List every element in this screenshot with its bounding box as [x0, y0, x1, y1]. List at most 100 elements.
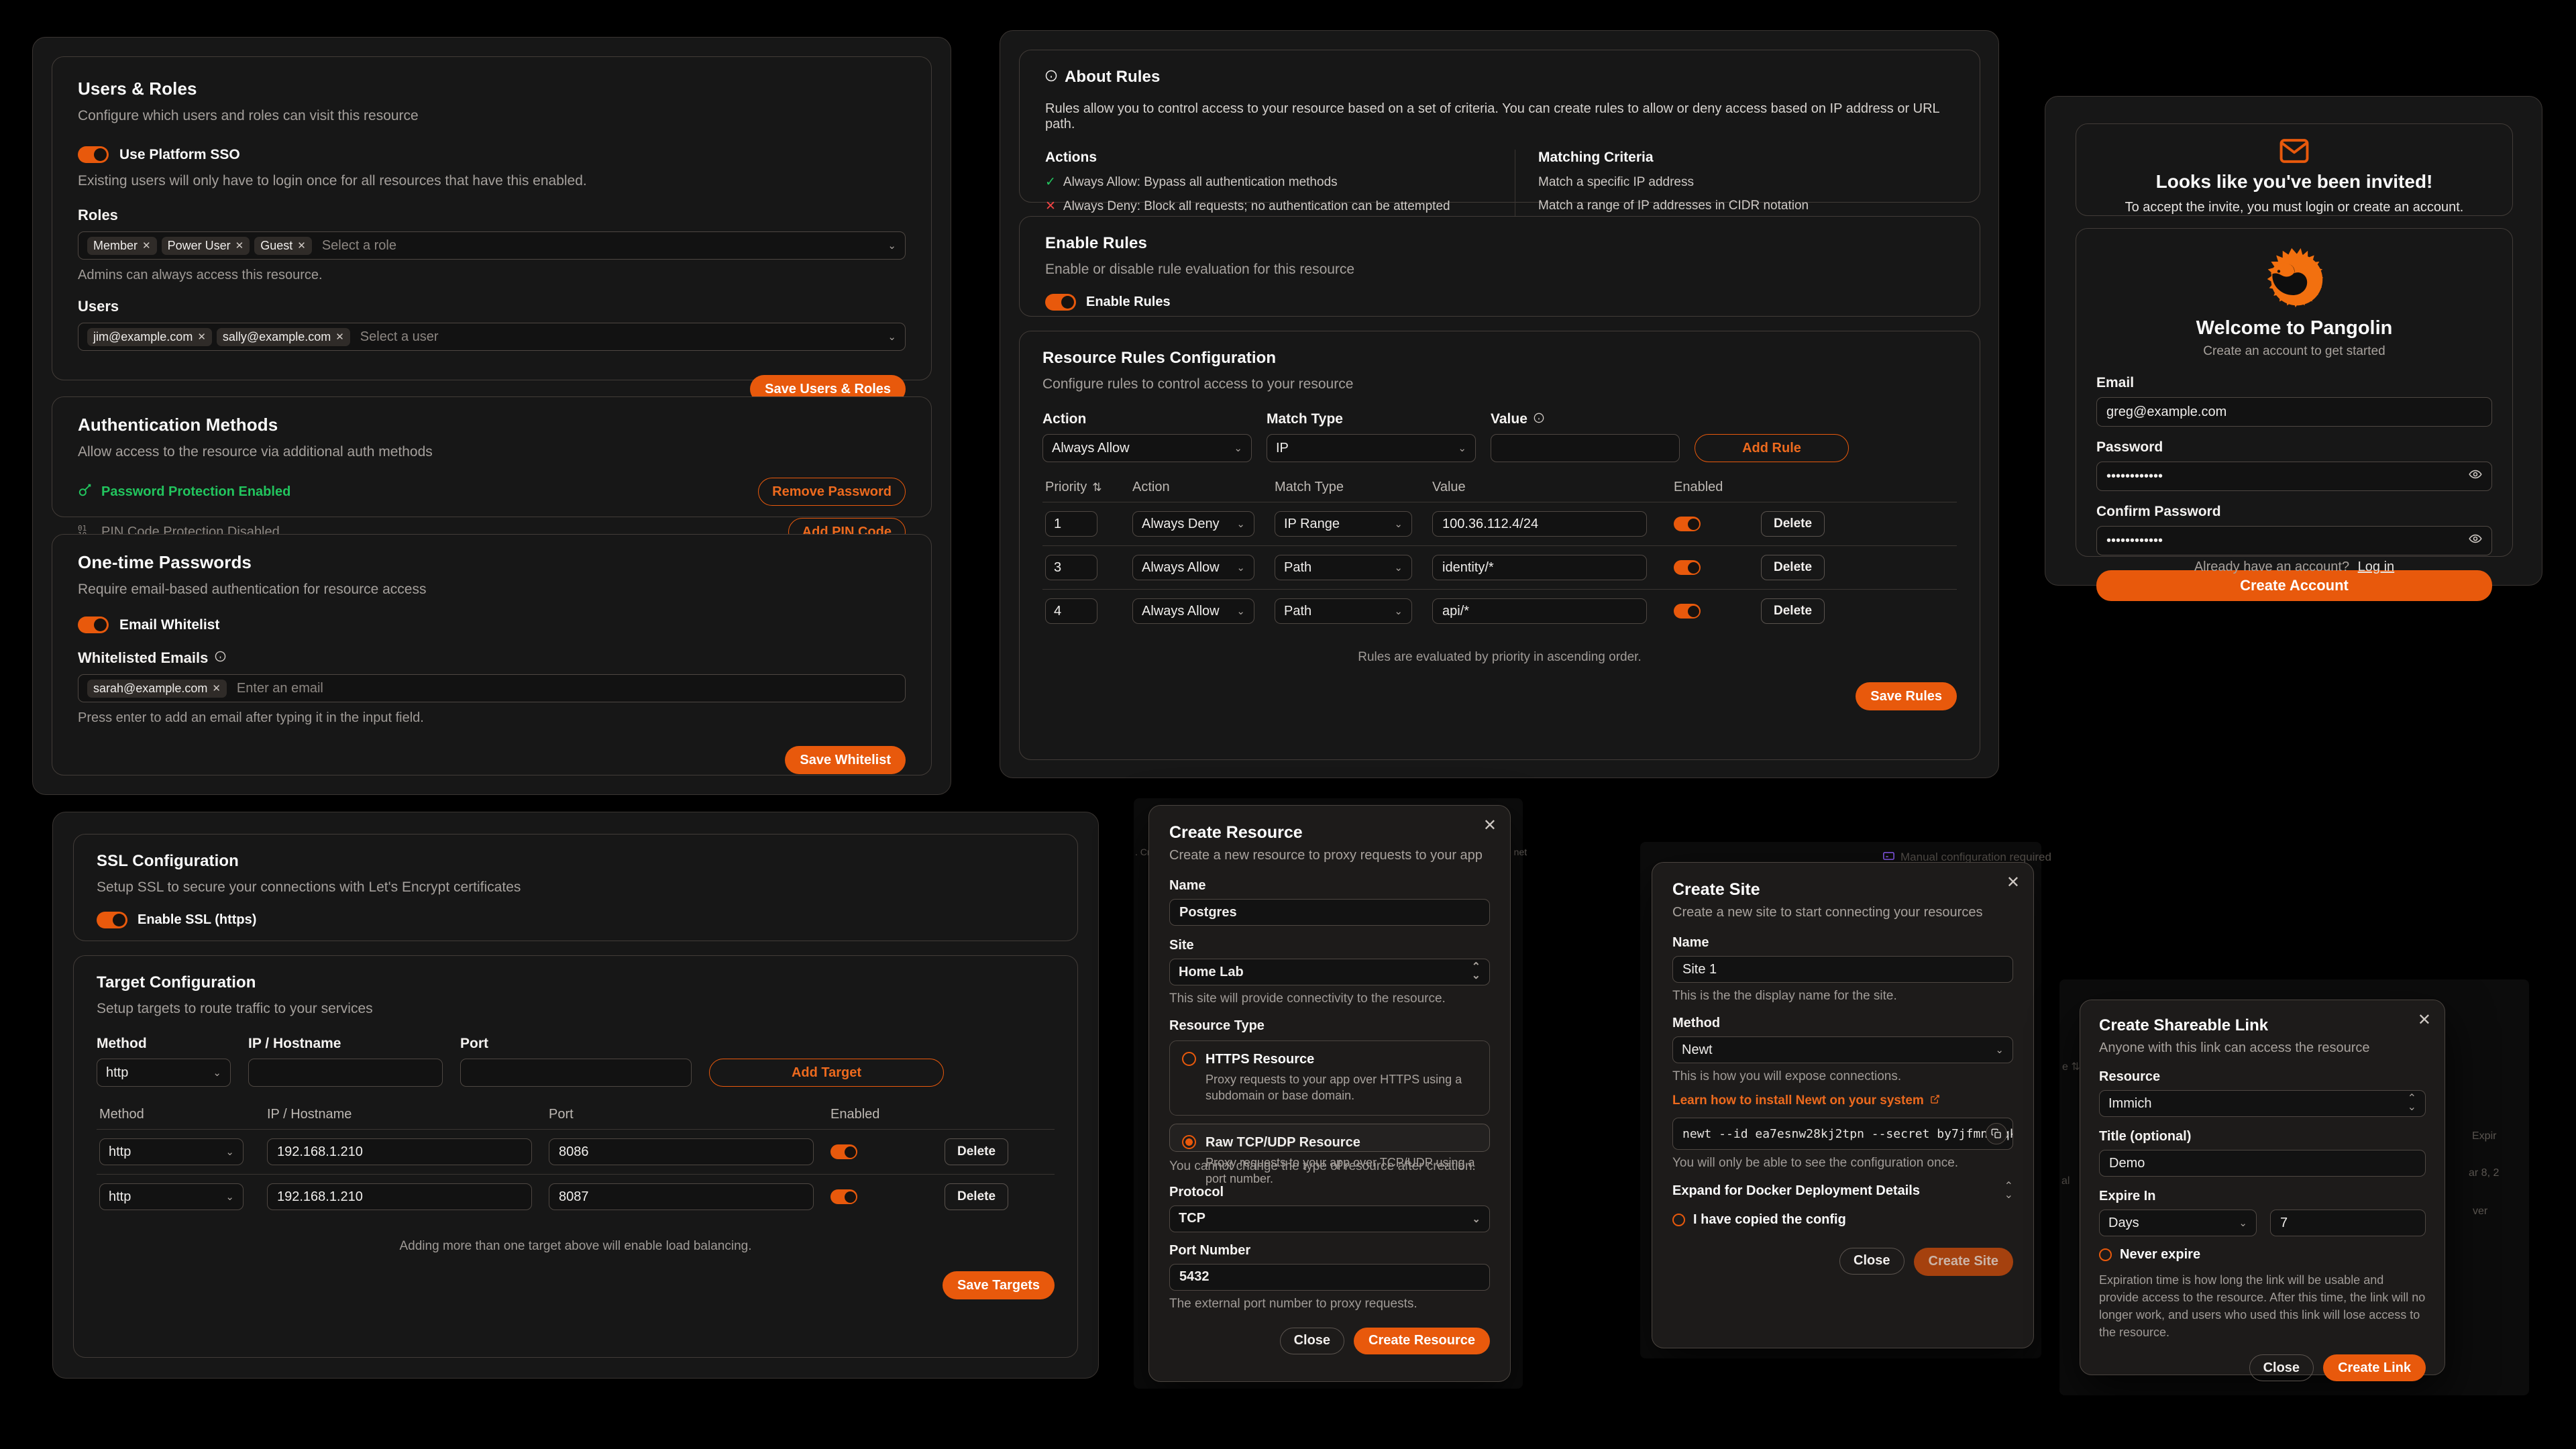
- resource-type-https-option[interactable]: HTTPS Resource Proxy requests to your ap…: [1169, 1040, 1490, 1116]
- delete-rule-button[interactable]: Delete: [1761, 555, 1825, 580]
- site-method-select[interactable]: Newt ⌄: [1672, 1036, 2013, 1063]
- target-host-input[interactable]: 192.168.1.210: [267, 1183, 532, 1210]
- target-enabled-toggle[interactable]: [830, 1144, 857, 1159]
- rule-priority-input[interactable]: 3: [1045, 555, 1097, 580]
- delete-target-button[interactable]: Delete: [945, 1183, 1009, 1210]
- target-enabled-toggle[interactable]: [830, 1189, 857, 1204]
- rule-priority-input[interactable]: 1: [1045, 511, 1097, 537]
- info-icon[interactable]: [1534, 413, 1544, 427]
- resource-type-tcpudp-option[interactable]: Raw TCP/UDP Resource Proxy requests to y…: [1169, 1123, 1490, 1185]
- rule-action-select[interactable]: Always Allow ⌄: [1132, 598, 1254, 624]
- site-name-input[interactable]: Site 1: [1672, 956, 2013, 983]
- close-icon[interactable]: ✕: [2006, 873, 2020, 892]
- chip-email[interactable]: sarah@example.com ✕: [87, 679, 227, 698]
- new-rule-match-select[interactable]: IP ⌄: [1267, 434, 1476, 462]
- remove-password-button[interactable]: Remove Password: [758, 478, 906, 506]
- new-target-host-input[interactable]: [248, 1059, 443, 1087]
- create-site-button[interactable]: Create Site: [1913, 1247, 2013, 1276]
- email-whitelist-toggle[interactable]: [78, 616, 109, 633]
- eye-icon[interactable]: [2469, 468, 2482, 485]
- close-resource-button[interactable]: Close: [1279, 1327, 1345, 1354]
- resource-port-input[interactable]: 5432: [1169, 1263, 1490, 1291]
- chip-role[interactable]: Member ✕: [87, 236, 157, 255]
- target-host-input[interactable]: 192.168.1.210: [267, 1138, 532, 1165]
- confirm-password-field[interactable]: ••••••••••••: [2096, 526, 2492, 555]
- delete-rule-button[interactable]: Delete: [1761, 511, 1825, 537]
- rule-match-select[interactable]: Path ⌄: [1275, 598, 1412, 624]
- rule-value-input[interactable]: 100.36.112.4/24: [1432, 511, 1647, 537]
- chip-remove-icon[interactable]: ✕: [197, 331, 206, 343]
- roles-select[interactable]: Member ✕ Power User ✕ Guest ✕ Select a role…: [78, 231, 906, 260]
- copy-icon[interactable]: [1986, 1123, 2007, 1144]
- target-method-select[interactable]: http ⌄: [99, 1138, 244, 1165]
- rule-match-select[interactable]: Path ⌄: [1275, 555, 1412, 580]
- users-select[interactable]: jim@example.com ✕ sally@example.com ✕ Sele…: [78, 323, 906, 351]
- eye-icon[interactable]: [2469, 532, 2482, 549]
- new-rule-action-select[interactable]: Always Allow ⌄: [1042, 434, 1252, 462]
- docker-details-expand-label[interactable]: Expand for Docker Deployment Details: [1672, 1183, 1920, 1199]
- resource-site-select[interactable]: Home Lab ⌃ ⌄: [1169, 959, 1490, 985]
- delete-rule-button[interactable]: Delete: [1761, 598, 1825, 624]
- chip-remove-icon[interactable]: ✕: [335, 331, 344, 343]
- link-title-input[interactable]: Demo: [2099, 1150, 2426, 1177]
- rule-enabled-toggle[interactable]: [1674, 604, 1701, 619]
- rule-value-input[interactable]: api/*: [1432, 598, 1647, 624]
- chevron-down-icon[interactable]: ⌄: [888, 240, 896, 252]
- rule-priority-input[interactable]: 4: [1045, 598, 1097, 624]
- add-target-button[interactable]: Add Target: [709, 1059, 944, 1087]
- chevron-updown-icon[interactable]: ⌃ ⌄: [2004, 1181, 2013, 1201]
- chip-remove-icon[interactable]: ✕: [142, 240, 151, 252]
- login-link[interactable]: Log in: [2357, 559, 2395, 574]
- whitelisted-emails-input[interactable]: sarah@example.com ✕ Enter an email: [78, 674, 906, 702]
- install-newt-link[interactable]: Learn how to install Newt on your system: [1672, 1093, 1924, 1108]
- chip-user[interactable]: sally@example.com ✕: [216, 327, 350, 346]
- target-method-select[interactable]: http ⌄: [99, 1183, 244, 1210]
- chip-role[interactable]: Guest ✕: [254, 236, 312, 255]
- resource-name-input[interactable]: Postgres: [1169, 899, 1490, 926]
- chip-role[interactable]: Power User ✕: [161, 236, 250, 255]
- radio-icon[interactable]: [1182, 1052, 1196, 1066]
- close-link-button[interactable]: Close: [2249, 1354, 2314, 1382]
- link-expire-unit-select[interactable]: Days ⌄: [2099, 1210, 2257, 1236]
- link-resource-select[interactable]: Immich ⌃ ⌄: [2099, 1090, 2426, 1117]
- save-whitelist-button[interactable]: Save Whitelist: [785, 746, 906, 774]
- newt-command-box[interactable]: newt --id ea7esnw28kj2tpn --secret by7jf…: [1672, 1118, 2013, 1150]
- chip-remove-icon[interactable]: ✕: [297, 240, 306, 252]
- close-icon[interactable]: ✕: [2417, 1011, 2431, 1029]
- resource-protocol-select[interactable]: TCP ⌄: [1169, 1205, 1490, 1232]
- delete-target-button[interactable]: Delete: [945, 1138, 1009, 1165]
- new-target-port-input[interactable]: [460, 1059, 692, 1087]
- create-resource-button[interactable]: Create Resource: [1354, 1327, 1490, 1354]
- external-link-icon[interactable]: [1930, 1094, 1940, 1108]
- rule-action-select[interactable]: Always Deny ⌄: [1132, 511, 1254, 537]
- save-rules-button[interactable]: Save Rules: [1856, 682, 1957, 710]
- copied-config-radio[interactable]: [1672, 1213, 1685, 1226]
- info-icon[interactable]: [215, 651, 226, 665]
- close-site-button[interactable]: Close: [1839, 1247, 1904, 1275]
- radio-icon[interactable]: [1182, 1134, 1196, 1149]
- rule-enabled-toggle[interactable]: [1674, 517, 1701, 531]
- rule-match-select[interactable]: IP Range ⌄: [1275, 511, 1412, 537]
- never-expire-radio[interactable]: [2099, 1248, 2112, 1261]
- target-port-input[interactable]: 8087: [549, 1183, 814, 1210]
- create-link-button[interactable]: Create Link: [2323, 1354, 2426, 1382]
- close-icon[interactable]: ✕: [1483, 816, 1497, 835]
- use-platform-sso-toggle[interactable]: [78, 146, 109, 163]
- new-target-method-select[interactable]: http ⌄: [97, 1059, 231, 1087]
- link-expire-amount-input[interactable]: 7: [2270, 1210, 2426, 1236]
- chip-remove-icon[interactable]: ✕: [212, 683, 221, 694]
- create-account-button[interactable]: Create Account: [2096, 570, 2492, 601]
- add-rule-button[interactable]: Add Rule: [1695, 434, 1849, 462]
- save-targets-button[interactable]: Save Targets: [942, 1271, 1055, 1299]
- rule-value-input[interactable]: identity/*: [1432, 555, 1647, 580]
- rule-action-select[interactable]: Always Allow ⌄: [1132, 555, 1254, 580]
- password-field[interactable]: ••••••••••••: [2096, 462, 2492, 491]
- sort-icon[interactable]: ⇅: [1092, 480, 1102, 494]
- chip-remove-icon[interactable]: ✕: [235, 240, 244, 252]
- email-field[interactable]: greg@example.com: [2096, 397, 2492, 427]
- rule-enabled-toggle[interactable]: [1674, 560, 1701, 575]
- target-port-input[interactable]: 8086: [549, 1138, 814, 1165]
- chevron-down-icon[interactable]: ⌄: [888, 331, 896, 343]
- new-rule-value-input[interactable]: [1491, 434, 1680, 462]
- chip-user[interactable]: jim@example.com ✕: [87, 327, 212, 346]
